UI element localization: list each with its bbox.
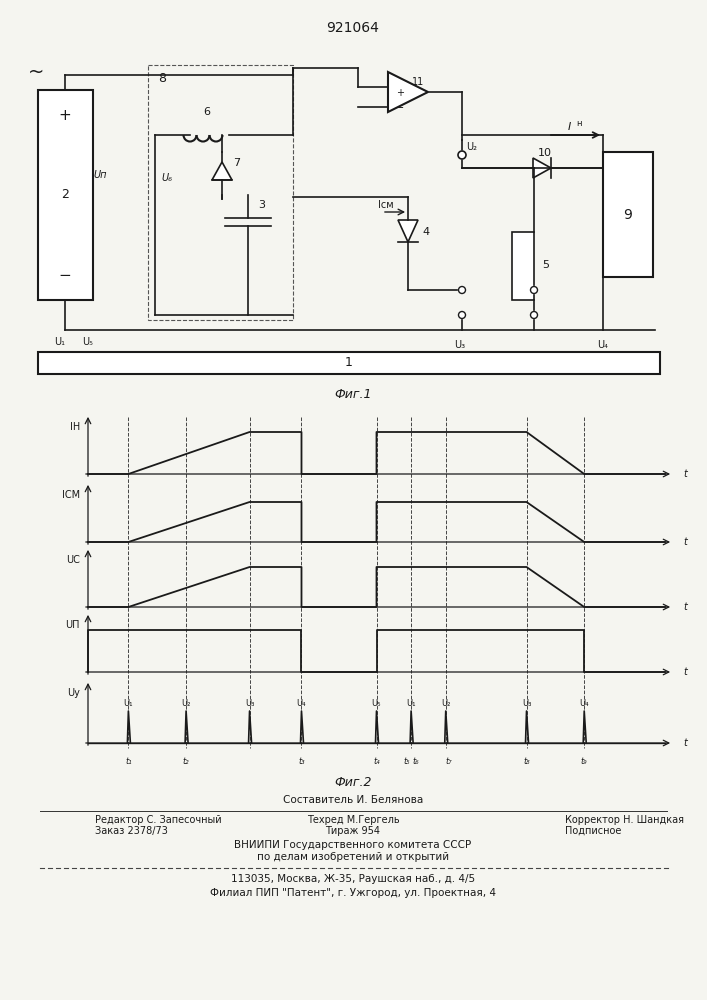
Text: UП: UП	[66, 620, 80, 630]
Text: Iсм: Iсм	[378, 200, 394, 210]
Text: t₈: t₈	[523, 756, 530, 766]
Polygon shape	[212, 162, 232, 180]
Text: U₄: U₄	[297, 700, 306, 708]
Text: t₉: t₉	[581, 756, 588, 766]
Text: 6: 6	[204, 107, 211, 117]
Text: t₄: t₄	[373, 756, 380, 766]
Text: −: −	[395, 103, 404, 113]
Text: Составитель И. Белянова: Составитель И. Белянова	[283, 795, 423, 805]
Text: −: −	[59, 267, 71, 282]
Bar	[512, 232, 534, 300]
Text: t₂: t₂	[183, 756, 189, 766]
Circle shape	[459, 312, 465, 318]
Text: 10: 10	[538, 148, 552, 158]
Circle shape	[530, 312, 537, 318]
Text: Фиг.2: Фиг.2	[334, 776, 372, 790]
Text: U₂: U₂	[467, 142, 477, 152]
Text: 2: 2	[61, 188, 69, 202]
Text: Филиал ПИП "Патент", г. Ужгород, ул. Проектная, 4: Филиал ПИП "Патент", г. Ужгород, ул. Про…	[210, 888, 496, 898]
Text: Uy: Uy	[67, 688, 80, 698]
Text: н: н	[576, 119, 581, 128]
Text: U₂: U₂	[182, 700, 191, 708]
Text: 4: 4	[422, 227, 429, 237]
Circle shape	[458, 151, 466, 159]
Text: 1: 1	[345, 357, 353, 369]
Text: t₇: t₇	[445, 756, 452, 766]
Text: +: +	[59, 107, 71, 122]
Polygon shape	[398, 220, 418, 242]
Text: Uп: Uп	[93, 170, 107, 180]
Bar	[38, 352, 660, 374]
Text: UС: UС	[66, 555, 80, 565]
Text: IН: IН	[70, 422, 80, 432]
Text: U₃: U₃	[245, 700, 255, 708]
Circle shape	[459, 286, 465, 294]
Text: U₅: U₅	[83, 337, 93, 347]
Text: U₁: U₁	[54, 337, 66, 347]
Text: ВНИИПИ Государственного комитета СССР: ВНИИПИ Государственного комитета СССР	[235, 840, 472, 850]
Text: t: t	[683, 667, 687, 677]
Polygon shape	[388, 72, 428, 112]
Text: Фиг.1: Фиг.1	[334, 388, 372, 401]
Text: Техред М.Гергель: Техред М.Гергель	[307, 815, 399, 825]
Text: по делам изобретений и открытий: по делам изобретений и открытий	[257, 852, 449, 862]
Text: 113035, Москва, Ж-35, Раушская наб., д. 4/5: 113035, Москва, Ж-35, Раушская наб., д. …	[231, 874, 475, 884]
Text: 8: 8	[158, 72, 166, 85]
Text: U₅: U₅	[372, 700, 381, 708]
Text: U₂: U₂	[441, 700, 450, 708]
Text: 921064: 921064	[327, 21, 380, 35]
Text: Редактор С. Запесочный: Редактор С. Запесочный	[95, 815, 221, 825]
Text: t₅: t₅	[404, 756, 411, 766]
Bar	[38, 90, 93, 300]
Text: t: t	[683, 602, 687, 612]
Text: ~: ~	[28, 62, 45, 82]
Text: t₁: t₁	[125, 756, 132, 766]
Text: U₁: U₁	[407, 700, 416, 708]
Text: t: t	[683, 738, 687, 748]
Text: U₁: U₁	[124, 700, 133, 708]
Text: Заказ 2378/73: Заказ 2378/73	[95, 826, 168, 836]
Text: 9: 9	[624, 208, 633, 222]
Text: 7: 7	[233, 158, 240, 168]
Text: IСМ: IСМ	[62, 490, 80, 500]
Text: 3: 3	[258, 200, 265, 210]
Text: U₆: U₆	[161, 173, 173, 183]
Text: t₃: t₃	[298, 756, 305, 766]
Text: 11: 11	[412, 77, 424, 87]
Text: t: t	[683, 469, 687, 479]
Text: Подписное: Подписное	[565, 826, 621, 836]
Bar	[148, 65, 293, 320]
Polygon shape	[533, 158, 551, 178]
Text: I: I	[568, 122, 571, 132]
Text: Тираж 954: Тираж 954	[325, 826, 380, 836]
Text: t₆: t₆	[413, 756, 419, 766]
Text: U₃: U₃	[522, 700, 531, 708]
Bar	[603, 152, 653, 277]
Text: U₃: U₃	[455, 340, 466, 350]
Circle shape	[530, 286, 537, 294]
Text: U₄: U₄	[597, 340, 609, 350]
Text: 5: 5	[542, 260, 549, 270]
Text: Корректор Н. Шандкая: Корректор Н. Шандкая	[565, 815, 684, 825]
Text: +: +	[396, 88, 404, 98]
Text: U₄: U₄	[580, 700, 589, 708]
Text: t: t	[683, 537, 687, 547]
